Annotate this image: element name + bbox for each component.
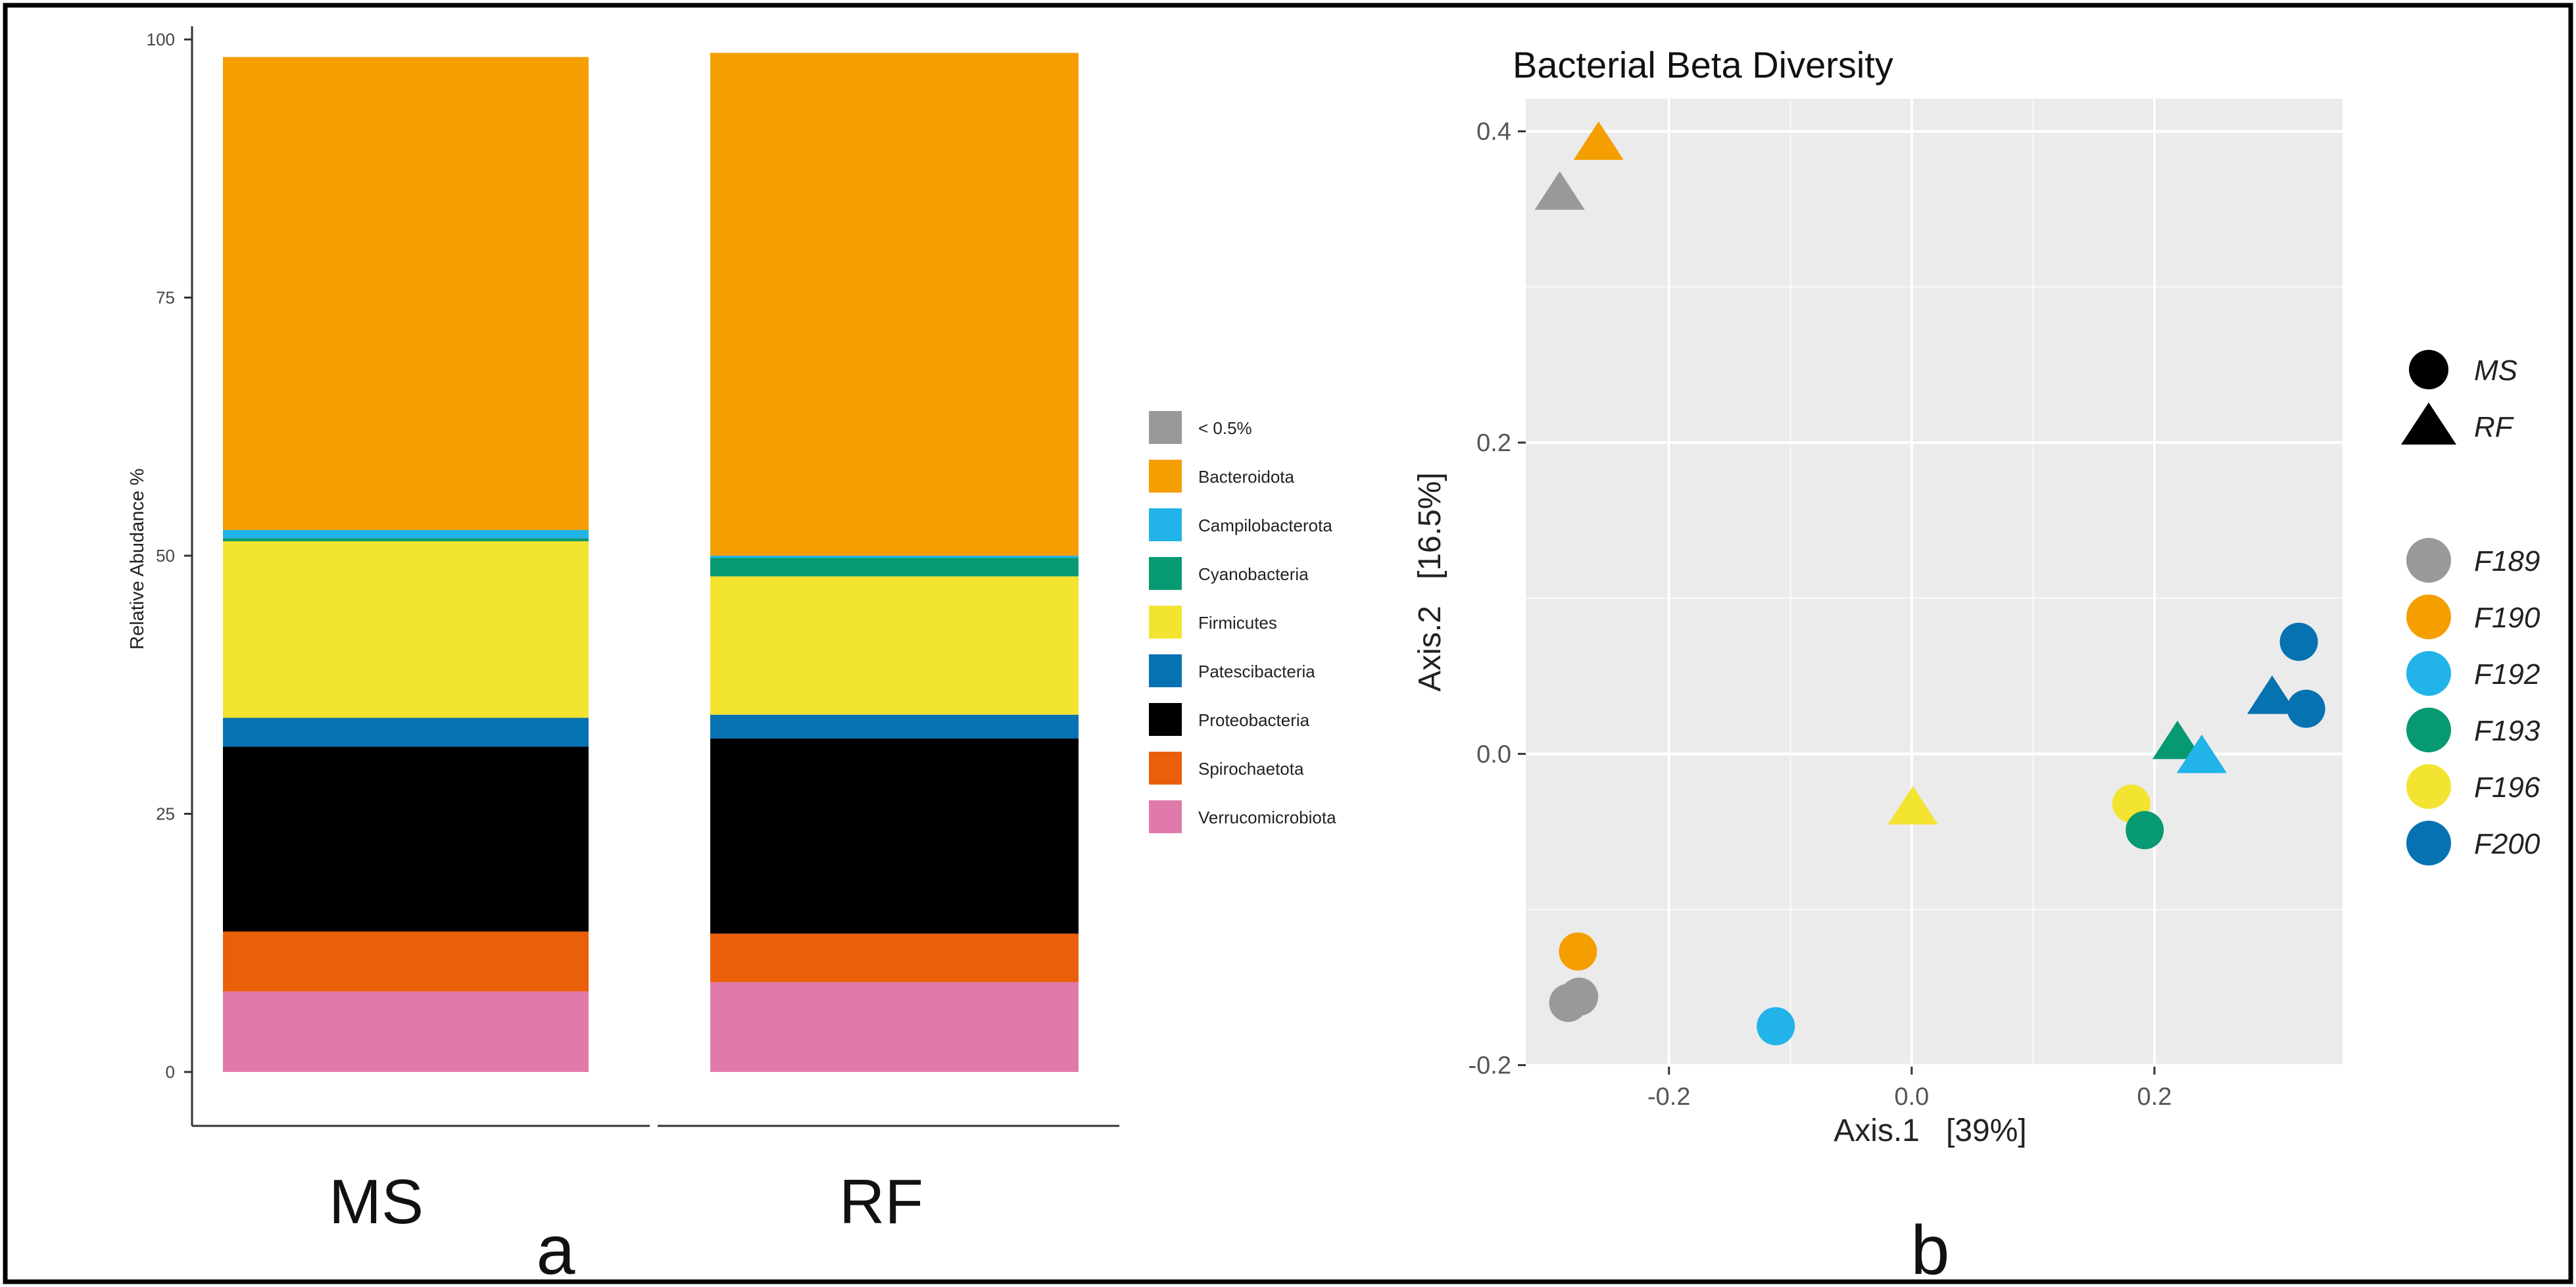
legend-label-spirochaetota: Spirochaetota xyxy=(1198,759,1304,779)
x-tick-label: 0.0 xyxy=(1894,1083,1929,1111)
y-axis-title: Axis.2 [16.5%] xyxy=(1413,472,1447,692)
legend-label-verrucomicrobiota: Verrucomicrobiota xyxy=(1198,808,1336,827)
bar-ms-proteobacteria xyxy=(223,746,589,932)
x-tick-label-rf: RF xyxy=(839,1167,923,1237)
bar-rf-bacteroidota xyxy=(710,53,1079,556)
legend-key-patescibacteria xyxy=(1149,654,1182,687)
point-f192-ms xyxy=(1757,1007,1795,1046)
y-tick-label: 0.0 xyxy=(1476,741,1511,768)
y-axis-title: Relative Abudance % xyxy=(127,468,148,650)
y-tick-label: -0.2 xyxy=(1469,1052,1511,1080)
stacked-bar-chart: 0 25 50 75 100 Relative Abudance % MS RF < 0… xyxy=(127,26,1336,1287)
x-tick-label: -0.2 xyxy=(1647,1083,1690,1111)
bar-rf-patescibacteria xyxy=(710,714,1079,739)
gridlines xyxy=(1526,99,2343,1067)
legend-label-proteobacteria: Proteobacteria xyxy=(1198,710,1310,730)
bar-rf-cyanobacteria xyxy=(710,558,1079,577)
y-tick-label: 75 xyxy=(156,288,175,308)
point-f192-rf xyxy=(2176,735,2227,773)
y-axis-ticks: 0 25 50 75 100 xyxy=(147,30,192,1082)
point-f200-ms xyxy=(2287,689,2325,728)
scatter-plot: Bacterial Beta Diversity -0.2 0.0 0.2 -0.2 0… xyxy=(1413,44,2540,1287)
legend-key-campilobacterota xyxy=(1149,508,1182,541)
bar-ms-verrucomicrobiota xyxy=(223,991,589,1072)
shape-legend-label-ms: MS xyxy=(2474,354,2517,387)
panel-label-a: a xyxy=(537,1211,575,1287)
shape-legend-key-ms xyxy=(2409,350,2448,389)
legend-key-0-5 xyxy=(1149,411,1182,444)
point-f190-ms xyxy=(1559,932,1597,971)
color-legend-label-f200: F200 xyxy=(2474,828,2540,860)
color-legend-label-f189: F189 xyxy=(2474,545,2540,577)
y-tick-label: 100 xyxy=(147,30,175,49)
axis-ticks: -0.2 0.0 0.2 -0.2 0.0 0.2 0.4 xyxy=(1469,118,2172,1111)
legend-label-campilobacterota: Campilobacterota xyxy=(1198,516,1332,535)
bar-ms-firmicutes xyxy=(223,541,589,718)
y-tick-label: 0 xyxy=(166,1062,175,1082)
shape-legend-key-rf xyxy=(2401,402,2456,445)
bar-rf-spirochaetota xyxy=(710,933,1079,983)
legend: < 0.5% Bacteroidota Campilobacterota Cyanob… xyxy=(1149,411,1336,833)
bar-rf-proteobacteria xyxy=(710,738,1079,934)
x-axis-title: Axis.1 [39%] xyxy=(1834,1113,2026,1148)
color-legend-label-f192: F192 xyxy=(2474,658,2540,691)
chart-title: Bacterial Beta Diversity xyxy=(1513,44,1893,85)
y-tick-label: 0.4 xyxy=(1476,118,1511,146)
color-legend-key-f196 xyxy=(2406,764,2451,809)
bar-ms-cyanobacteria xyxy=(223,538,589,542)
color-legend-key-f192 xyxy=(2406,651,2451,696)
y-tick-label: 50 xyxy=(156,546,175,566)
x-tick-label-ms: MS xyxy=(329,1167,424,1237)
point-f193-ms xyxy=(2126,811,2164,850)
color-legend-label-f196: F196 xyxy=(2474,771,2540,804)
point-f200-rf xyxy=(2247,675,2298,714)
legend-label-firmicutes: Firmicutes xyxy=(1198,613,1277,633)
point-f189-ms xyxy=(1560,977,1599,1016)
color-legend: F189 F190 F192 F193 F196 F200 xyxy=(2406,538,2540,865)
color-legend-key-f189 xyxy=(2406,538,2451,583)
y-tick-label: 25 xyxy=(156,804,175,824)
bar-rf-verrucomicrobiota xyxy=(710,982,1079,1072)
bar-ms-spirochaetota xyxy=(223,931,589,992)
bar-ms-campilobacterota xyxy=(223,529,589,539)
point-f189-rf xyxy=(1534,171,1585,210)
bar-rf-firmicutes xyxy=(710,576,1079,715)
legend-label-cyanobacteria: Cyanobacteria xyxy=(1198,564,1309,584)
legend-key-spirochaetota xyxy=(1149,752,1182,785)
legend-key-proteobacteria xyxy=(1149,703,1182,736)
legend-key-verrucomicrobiota xyxy=(1149,800,1182,833)
bar-ms-patescibacteria xyxy=(223,717,589,747)
legend-label-patescibacteria: Patescibacteria xyxy=(1198,662,1315,681)
panel-label-b: b xyxy=(1911,1211,1950,1287)
shape-legend: MS RF xyxy=(2401,350,2517,445)
point-f200-ms xyxy=(2279,622,2318,661)
point-f190-rf xyxy=(1573,121,1624,160)
legend-key-bacteroidota xyxy=(1149,460,1182,493)
color-legend-key-f190 xyxy=(2406,595,2451,639)
color-legend-label-f193: F193 xyxy=(2474,715,2540,747)
color-legend-label-f190: F190 xyxy=(2474,602,2540,634)
color-legend-key-f193 xyxy=(2406,708,2451,752)
stacked-bars xyxy=(223,53,1079,1072)
data-points xyxy=(1534,121,2325,1046)
x-tick-label: 0.2 xyxy=(2137,1083,2172,1111)
legend-label-0-5: < 0.5% xyxy=(1198,418,1252,438)
legend-label-bacteroidota: Bacteroidota xyxy=(1198,467,1295,487)
bar-ms-bacteroidota xyxy=(223,57,589,530)
point-f196-rf xyxy=(1887,786,1938,825)
legend-key-cyanobacteria xyxy=(1149,557,1182,590)
color-legend-key-f200 xyxy=(2406,821,2451,865)
legend-key-firmicutes xyxy=(1149,606,1182,639)
y-tick-label: 0.2 xyxy=(1476,429,1511,457)
bar-rf-campilobacterota xyxy=(710,556,1079,558)
point-f193-rf xyxy=(2152,720,2203,760)
plot-panel-background xyxy=(1526,99,2343,1067)
shape-legend-label-rf: RF xyxy=(2474,411,2514,443)
